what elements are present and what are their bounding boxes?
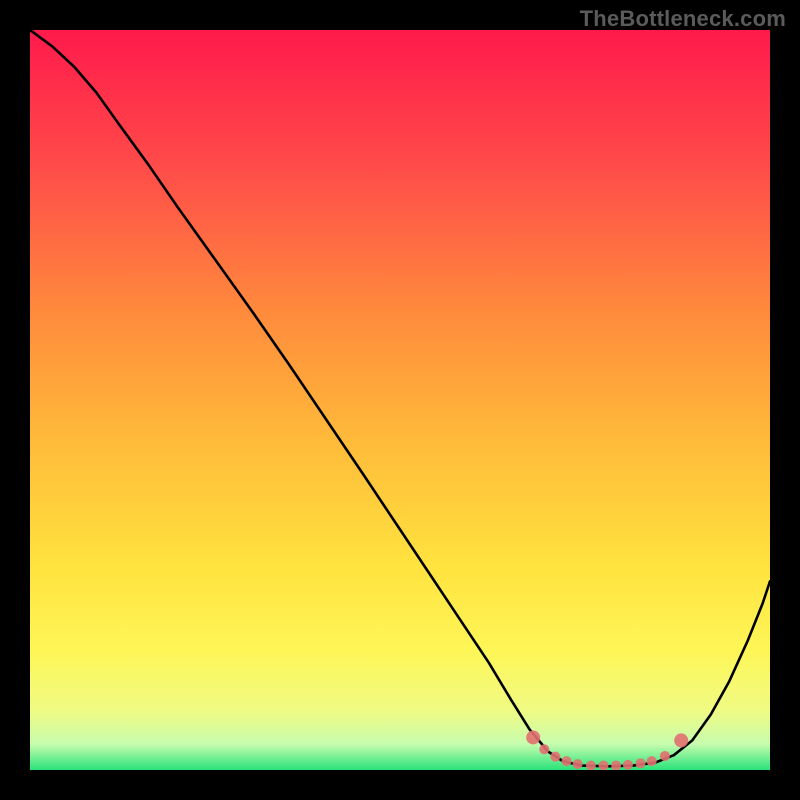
marker-point — [636, 758, 646, 768]
marker-point — [526, 730, 540, 744]
watermark-text: TheBottleneck.com — [580, 6, 786, 32]
marker-point — [623, 760, 633, 770]
marker-point — [660, 751, 670, 761]
gradient-background — [30, 30, 770, 770]
marker-point — [647, 756, 657, 766]
chart-frame: TheBottleneck.com — [0, 0, 800, 800]
marker-point — [674, 733, 688, 747]
bottleneck-chart — [30, 30, 770, 770]
marker-point — [573, 759, 583, 769]
marker-point — [562, 756, 572, 766]
marker-point — [550, 752, 560, 762]
marker-point — [539, 744, 549, 754]
